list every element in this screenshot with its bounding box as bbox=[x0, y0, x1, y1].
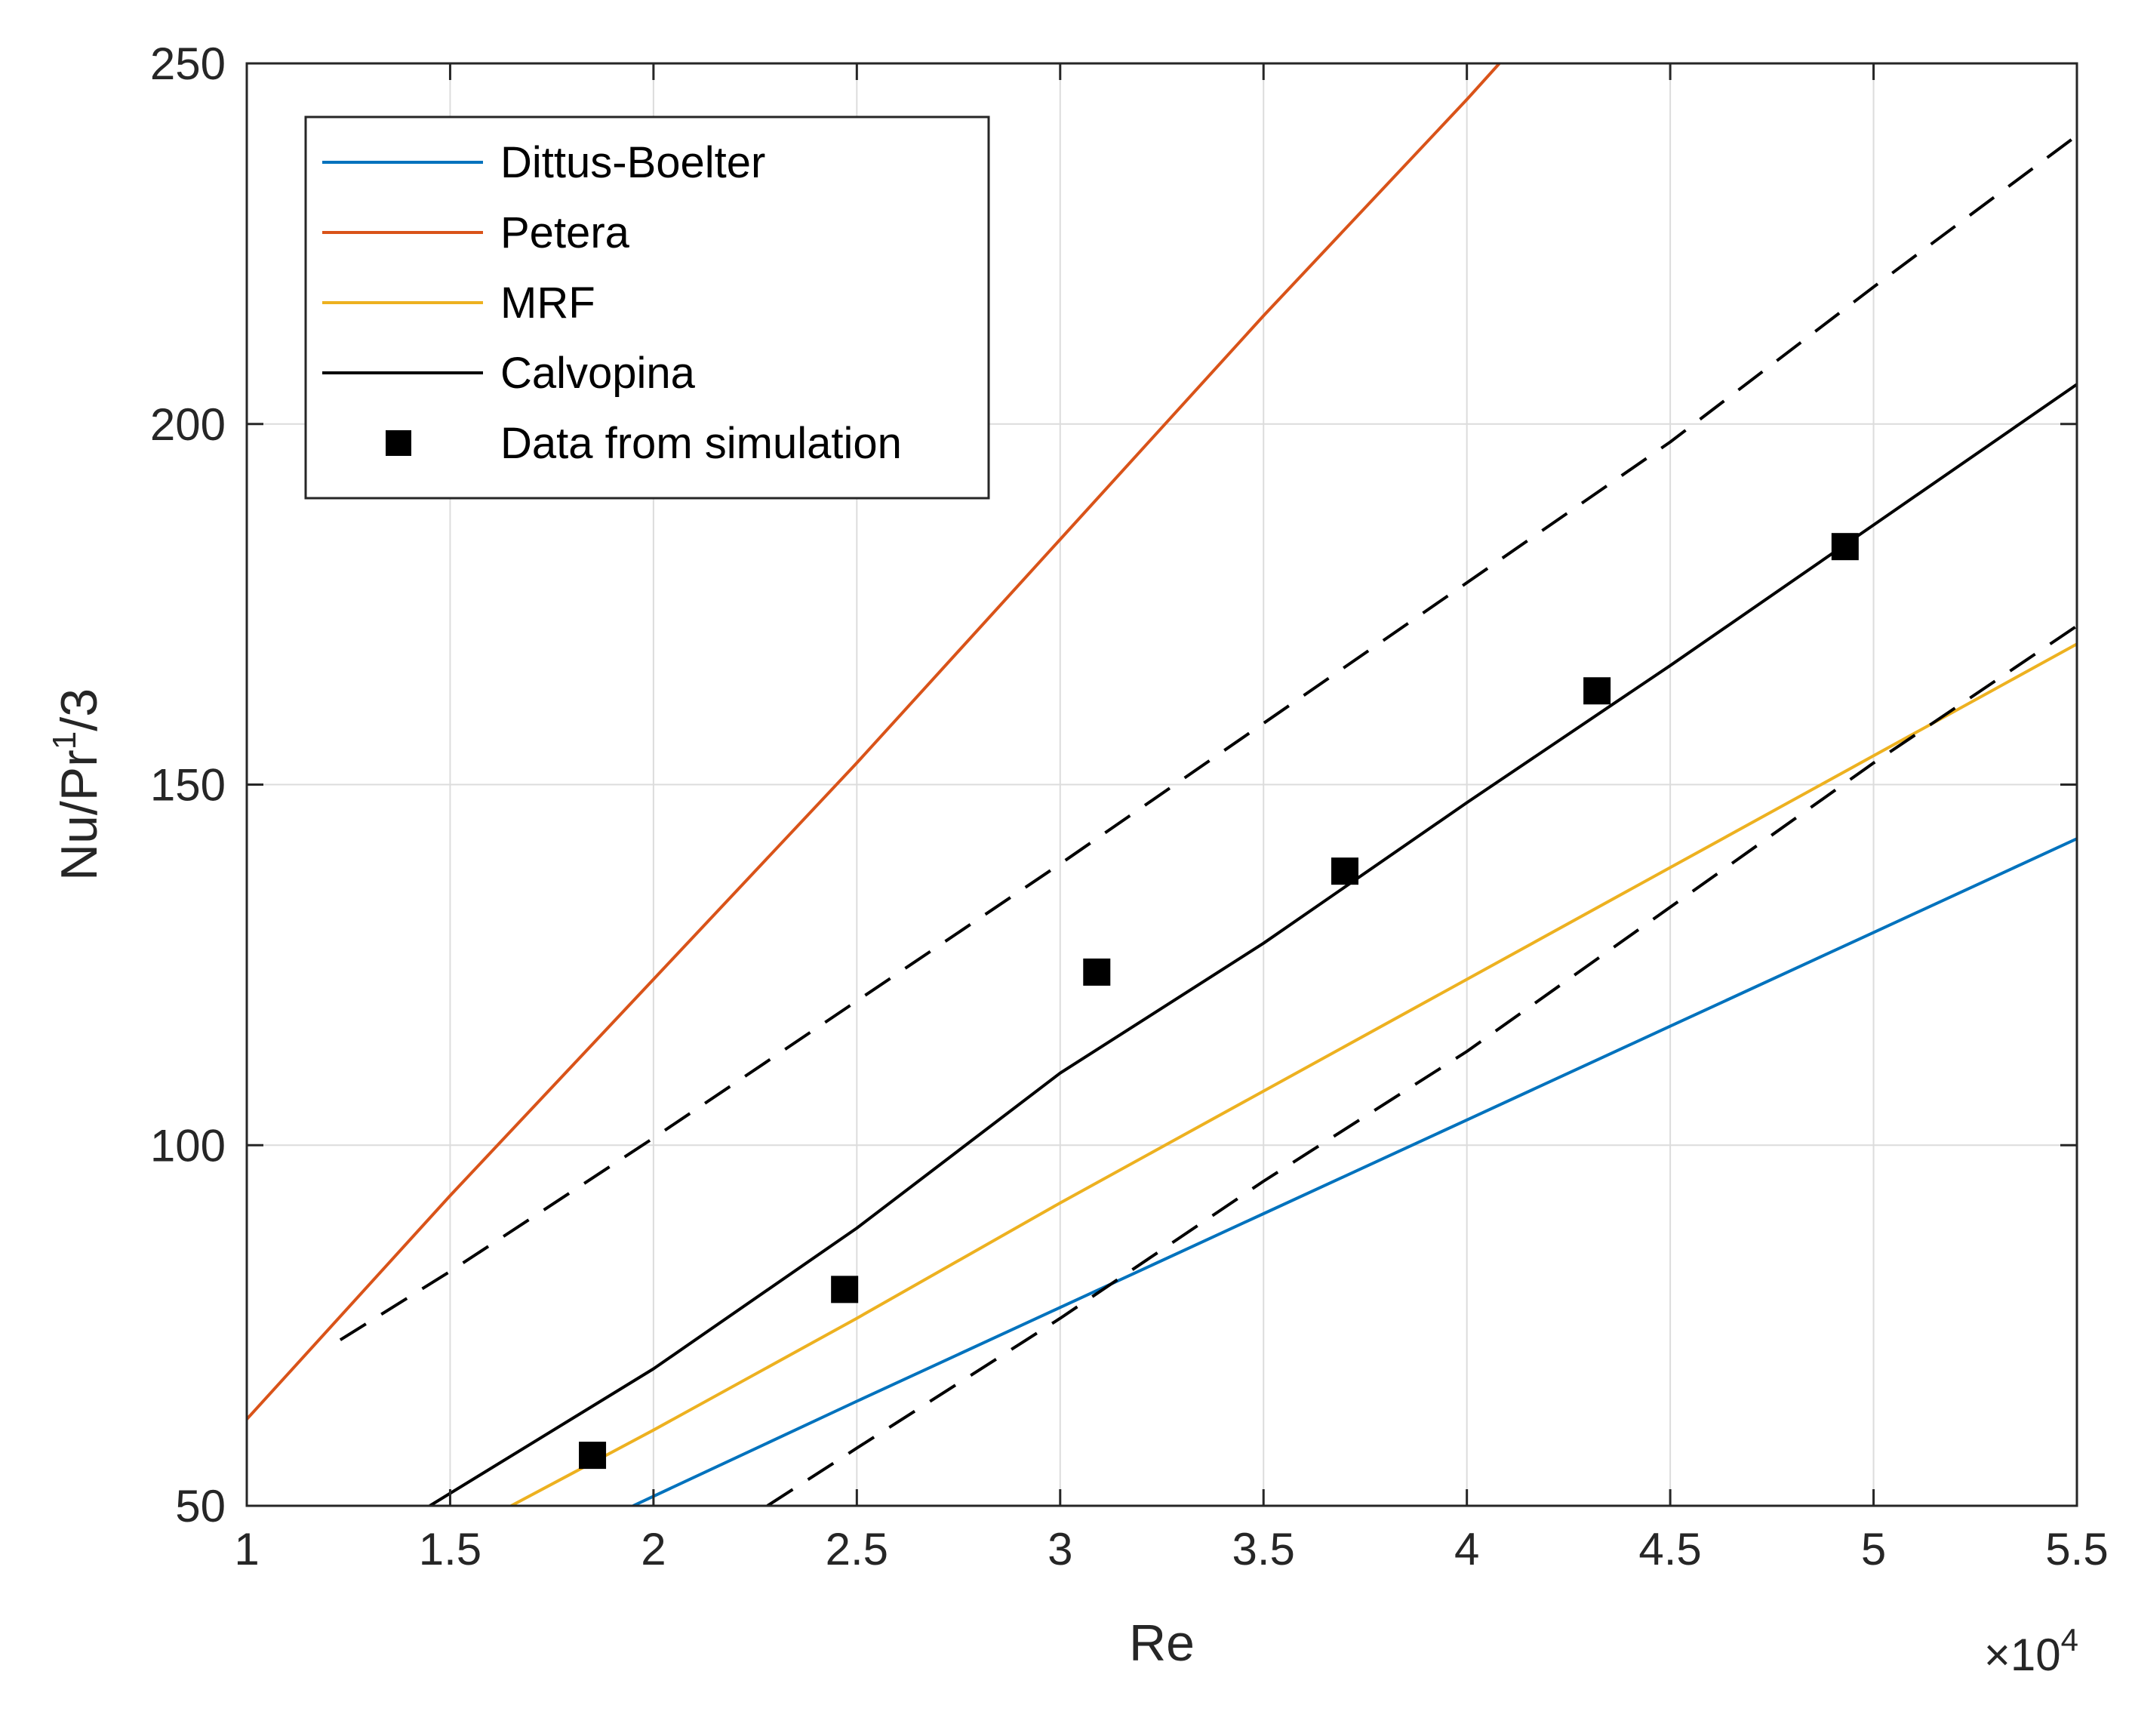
x-axis: 1 1.5 2 2.5 3 3.5 4 4.5 5 5.5 bbox=[234, 63, 2109, 1574]
legend-label-petera: Petera bbox=[500, 208, 630, 257]
y-tick-label-1: 100 bbox=[150, 1120, 226, 1171]
dittus-boelter-line-0 bbox=[632, 837, 2077, 1506]
x-tick-label-9: 5.5 bbox=[2045, 1524, 2108, 1574]
y-tick-label-4: 250 bbox=[150, 38, 226, 89]
x-tick-label-0: 1 bbox=[234, 1524, 259, 1574]
y-axis: 50 100 150 200 250 bbox=[150, 38, 2077, 1531]
legend: Dittus-Boelter Petera MRF Calvopina Data fro… bbox=[304, 115, 990, 500]
x-axis-multiplier: ×104 bbox=[1984, 1622, 2078, 1680]
x-axis-multiplier-base: ×10 bbox=[1984, 1630, 2061, 1680]
bound-line-5 bbox=[766, 624, 2077, 1506]
simulation-point-2 bbox=[1083, 958, 1111, 986]
x-tick-label-7: 4.5 bbox=[1638, 1524, 1701, 1574]
x-tick-label-5: 3.5 bbox=[1232, 1524, 1295, 1574]
simulation-point-4 bbox=[1583, 677, 1611, 705]
x-tick-label-6: 4 bbox=[1454, 1524, 1479, 1574]
legend-label-mrf: MRF bbox=[500, 279, 595, 328]
bound-line-4 bbox=[339, 134, 2077, 1341]
x-tick-label-1: 1.5 bbox=[419, 1524, 481, 1574]
x-axis-multiplier-exponent: 4 bbox=[2061, 1622, 2078, 1658]
mrf-line-2 bbox=[510, 642, 2077, 1506]
legend-label-calvopina: Calvopina bbox=[500, 349, 696, 398]
simulation-point-5 bbox=[1831, 533, 1859, 561]
legend-label-data-from-simulation: Data from simulation bbox=[500, 419, 902, 468]
legend-box bbox=[304, 115, 990, 500]
simulation-point-3 bbox=[1331, 857, 1358, 885]
legend-swatch-data-from-simulation bbox=[386, 430, 411, 456]
y-axis-label-tail: /3 bbox=[51, 688, 108, 731]
legend-label-dittus-boelter: Dittus-Boelter bbox=[500, 138, 765, 187]
simulation-markers bbox=[579, 533, 1859, 1470]
y-axis-label-base: Nu/Pr bbox=[51, 749, 108, 881]
calvopina-line-3 bbox=[429, 383, 2077, 1506]
x-tick-label-8: 5 bbox=[1861, 1524, 1886, 1574]
simulation-point-1 bbox=[831, 1276, 859, 1304]
x-tick-label-2: 2 bbox=[641, 1524, 666, 1574]
y-tick-label-3: 200 bbox=[150, 399, 226, 450]
y-axis-label: Nu/Pr1/3 bbox=[46, 688, 108, 881]
simulation-point-0 bbox=[579, 1442, 607, 1470]
series-lines bbox=[247, 63, 2077, 1506]
x-axis-label: Re bbox=[1129, 1614, 1195, 1672]
x-tick-label-3: 2.5 bbox=[826, 1524, 888, 1574]
x-tick-label-4: 3 bbox=[1048, 1524, 1072, 1574]
petera-line-1 bbox=[247, 63, 1501, 1421]
y-tick-label-0: 50 bbox=[175, 1481, 226, 1531]
y-tick-label-2: 150 bbox=[150, 760, 226, 811]
y-axis-label-superscript: 1 bbox=[46, 731, 83, 749]
